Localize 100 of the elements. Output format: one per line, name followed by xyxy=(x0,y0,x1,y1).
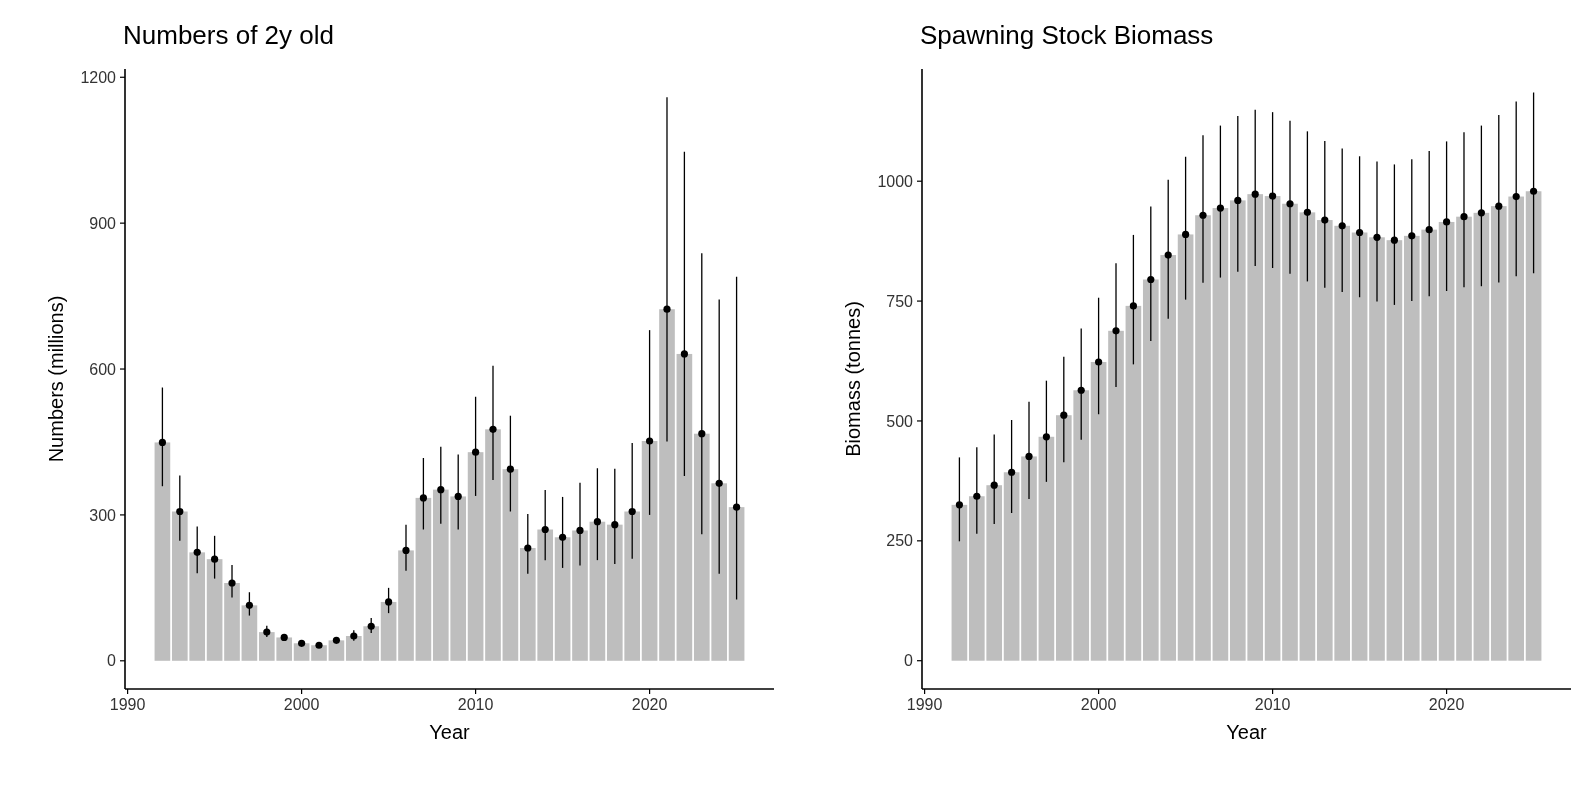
bar xyxy=(1282,203,1298,661)
point xyxy=(524,544,532,552)
bar xyxy=(1195,215,1211,661)
chart-title: Numbers of 2y old xyxy=(123,20,334,50)
bar xyxy=(1264,196,1281,661)
y-tick-label: 500 xyxy=(886,412,914,430)
point xyxy=(419,494,427,502)
point xyxy=(437,486,445,494)
bar xyxy=(1212,208,1229,661)
bar xyxy=(1456,216,1472,661)
point xyxy=(1512,192,1520,201)
point xyxy=(1425,226,1433,234)
point xyxy=(228,579,236,587)
point xyxy=(1216,204,1224,212)
point xyxy=(193,548,201,556)
point xyxy=(385,598,393,606)
point xyxy=(628,507,636,516)
point xyxy=(1269,192,1277,200)
bar xyxy=(154,442,171,661)
point xyxy=(732,503,741,511)
bar xyxy=(206,559,223,661)
bar xyxy=(641,441,658,661)
bar xyxy=(1525,191,1542,661)
bar xyxy=(502,469,519,661)
bar xyxy=(415,497,432,661)
point xyxy=(541,525,549,534)
y-axis-title: Numbers (millions) xyxy=(45,295,67,463)
bar xyxy=(1177,234,1194,661)
point xyxy=(1112,327,1120,335)
point xyxy=(1460,213,1468,221)
point xyxy=(1286,200,1294,208)
bar xyxy=(293,643,310,661)
bar xyxy=(467,452,484,661)
point xyxy=(1408,232,1416,240)
y-tick-label: 250 xyxy=(886,532,914,550)
point xyxy=(663,305,671,313)
point xyxy=(454,492,462,501)
bar xyxy=(1369,237,1385,661)
point xyxy=(1095,358,1103,366)
point xyxy=(1356,228,1364,237)
point xyxy=(1025,452,1033,461)
bar xyxy=(1108,330,1124,661)
bar xyxy=(328,640,345,661)
bar xyxy=(1090,361,1107,661)
bar xyxy=(572,530,588,661)
point xyxy=(176,507,184,516)
point xyxy=(1129,302,1137,310)
point xyxy=(1008,468,1016,476)
point xyxy=(1303,208,1311,216)
bar xyxy=(728,507,745,661)
point xyxy=(1338,222,1346,230)
bar xyxy=(224,582,240,661)
bar xyxy=(1125,305,1142,661)
bar xyxy=(554,537,571,661)
point xyxy=(245,601,254,609)
bar xyxy=(241,605,258,661)
point xyxy=(489,425,497,433)
point xyxy=(211,555,219,563)
y-tick-label: 300 xyxy=(89,506,117,524)
point xyxy=(402,546,410,554)
point xyxy=(1060,411,1068,419)
x-axis-title: Year xyxy=(429,721,471,743)
y-axis-title: Biomass (tonnes) xyxy=(842,301,864,457)
x-tick-label: 1990 xyxy=(109,696,146,713)
bar xyxy=(1038,436,1055,661)
point xyxy=(645,437,654,445)
y-tick-label: 1000 xyxy=(877,172,914,190)
y-tick-label: 600 xyxy=(89,360,117,378)
bar xyxy=(659,309,675,661)
point xyxy=(593,518,601,526)
bar xyxy=(1351,232,1368,661)
point xyxy=(973,492,981,500)
point xyxy=(1373,233,1381,241)
x-tick-label: 2020 xyxy=(1428,696,1465,713)
point xyxy=(472,448,480,456)
point xyxy=(1077,386,1085,394)
point xyxy=(1251,190,1259,198)
point xyxy=(698,430,706,438)
chart-title: Spawning Stock Biomass xyxy=(920,20,1214,50)
bar xyxy=(485,429,501,661)
bar xyxy=(1003,472,1020,661)
bar xyxy=(1299,212,1316,661)
bar xyxy=(1021,456,1037,661)
x-axis-title: Year xyxy=(1226,721,1268,743)
point xyxy=(1529,187,1538,195)
point xyxy=(1321,216,1329,224)
y-tick-label: 1200 xyxy=(80,68,117,86)
point xyxy=(158,438,167,447)
x-tick-label: 2010 xyxy=(457,696,494,713)
point xyxy=(1477,209,1485,217)
point xyxy=(1042,433,1051,441)
point xyxy=(1199,211,1207,219)
point xyxy=(611,521,619,529)
bar xyxy=(311,645,327,661)
bar xyxy=(1473,212,1490,661)
x-tick-label: 2010 xyxy=(1254,696,1291,713)
point xyxy=(680,350,688,358)
bar xyxy=(589,521,606,661)
bar xyxy=(380,601,397,661)
point xyxy=(576,526,584,535)
